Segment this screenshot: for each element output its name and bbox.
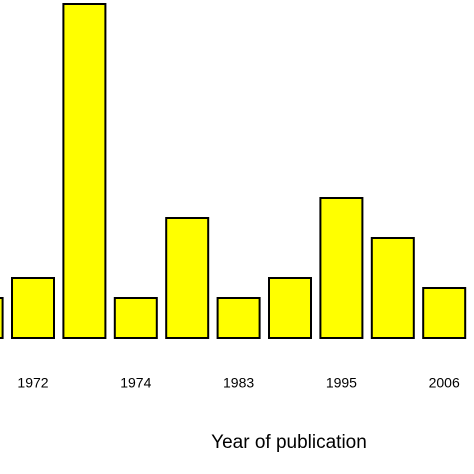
x-tick-label: 2006 — [429, 375, 460, 391]
x-tick-label: 1974 — [120, 375, 151, 391]
bar — [62, 3, 107, 339]
bar — [268, 277, 312, 339]
x-tick-label: 1983 — [223, 375, 254, 391]
bar — [113, 297, 158, 339]
bar — [216, 297, 261, 339]
bar — [319, 197, 364, 339]
bar — [0, 297, 4, 339]
bar — [165, 217, 210, 339]
x-axis-title: Year of publication — [211, 432, 367, 453]
bar — [11, 277, 55, 339]
x-tick-label: 1995 — [326, 375, 357, 391]
bar — [422, 287, 467, 339]
x-tick-label: 1972 — [17, 375, 48, 391]
bar — [370, 237, 415, 339]
